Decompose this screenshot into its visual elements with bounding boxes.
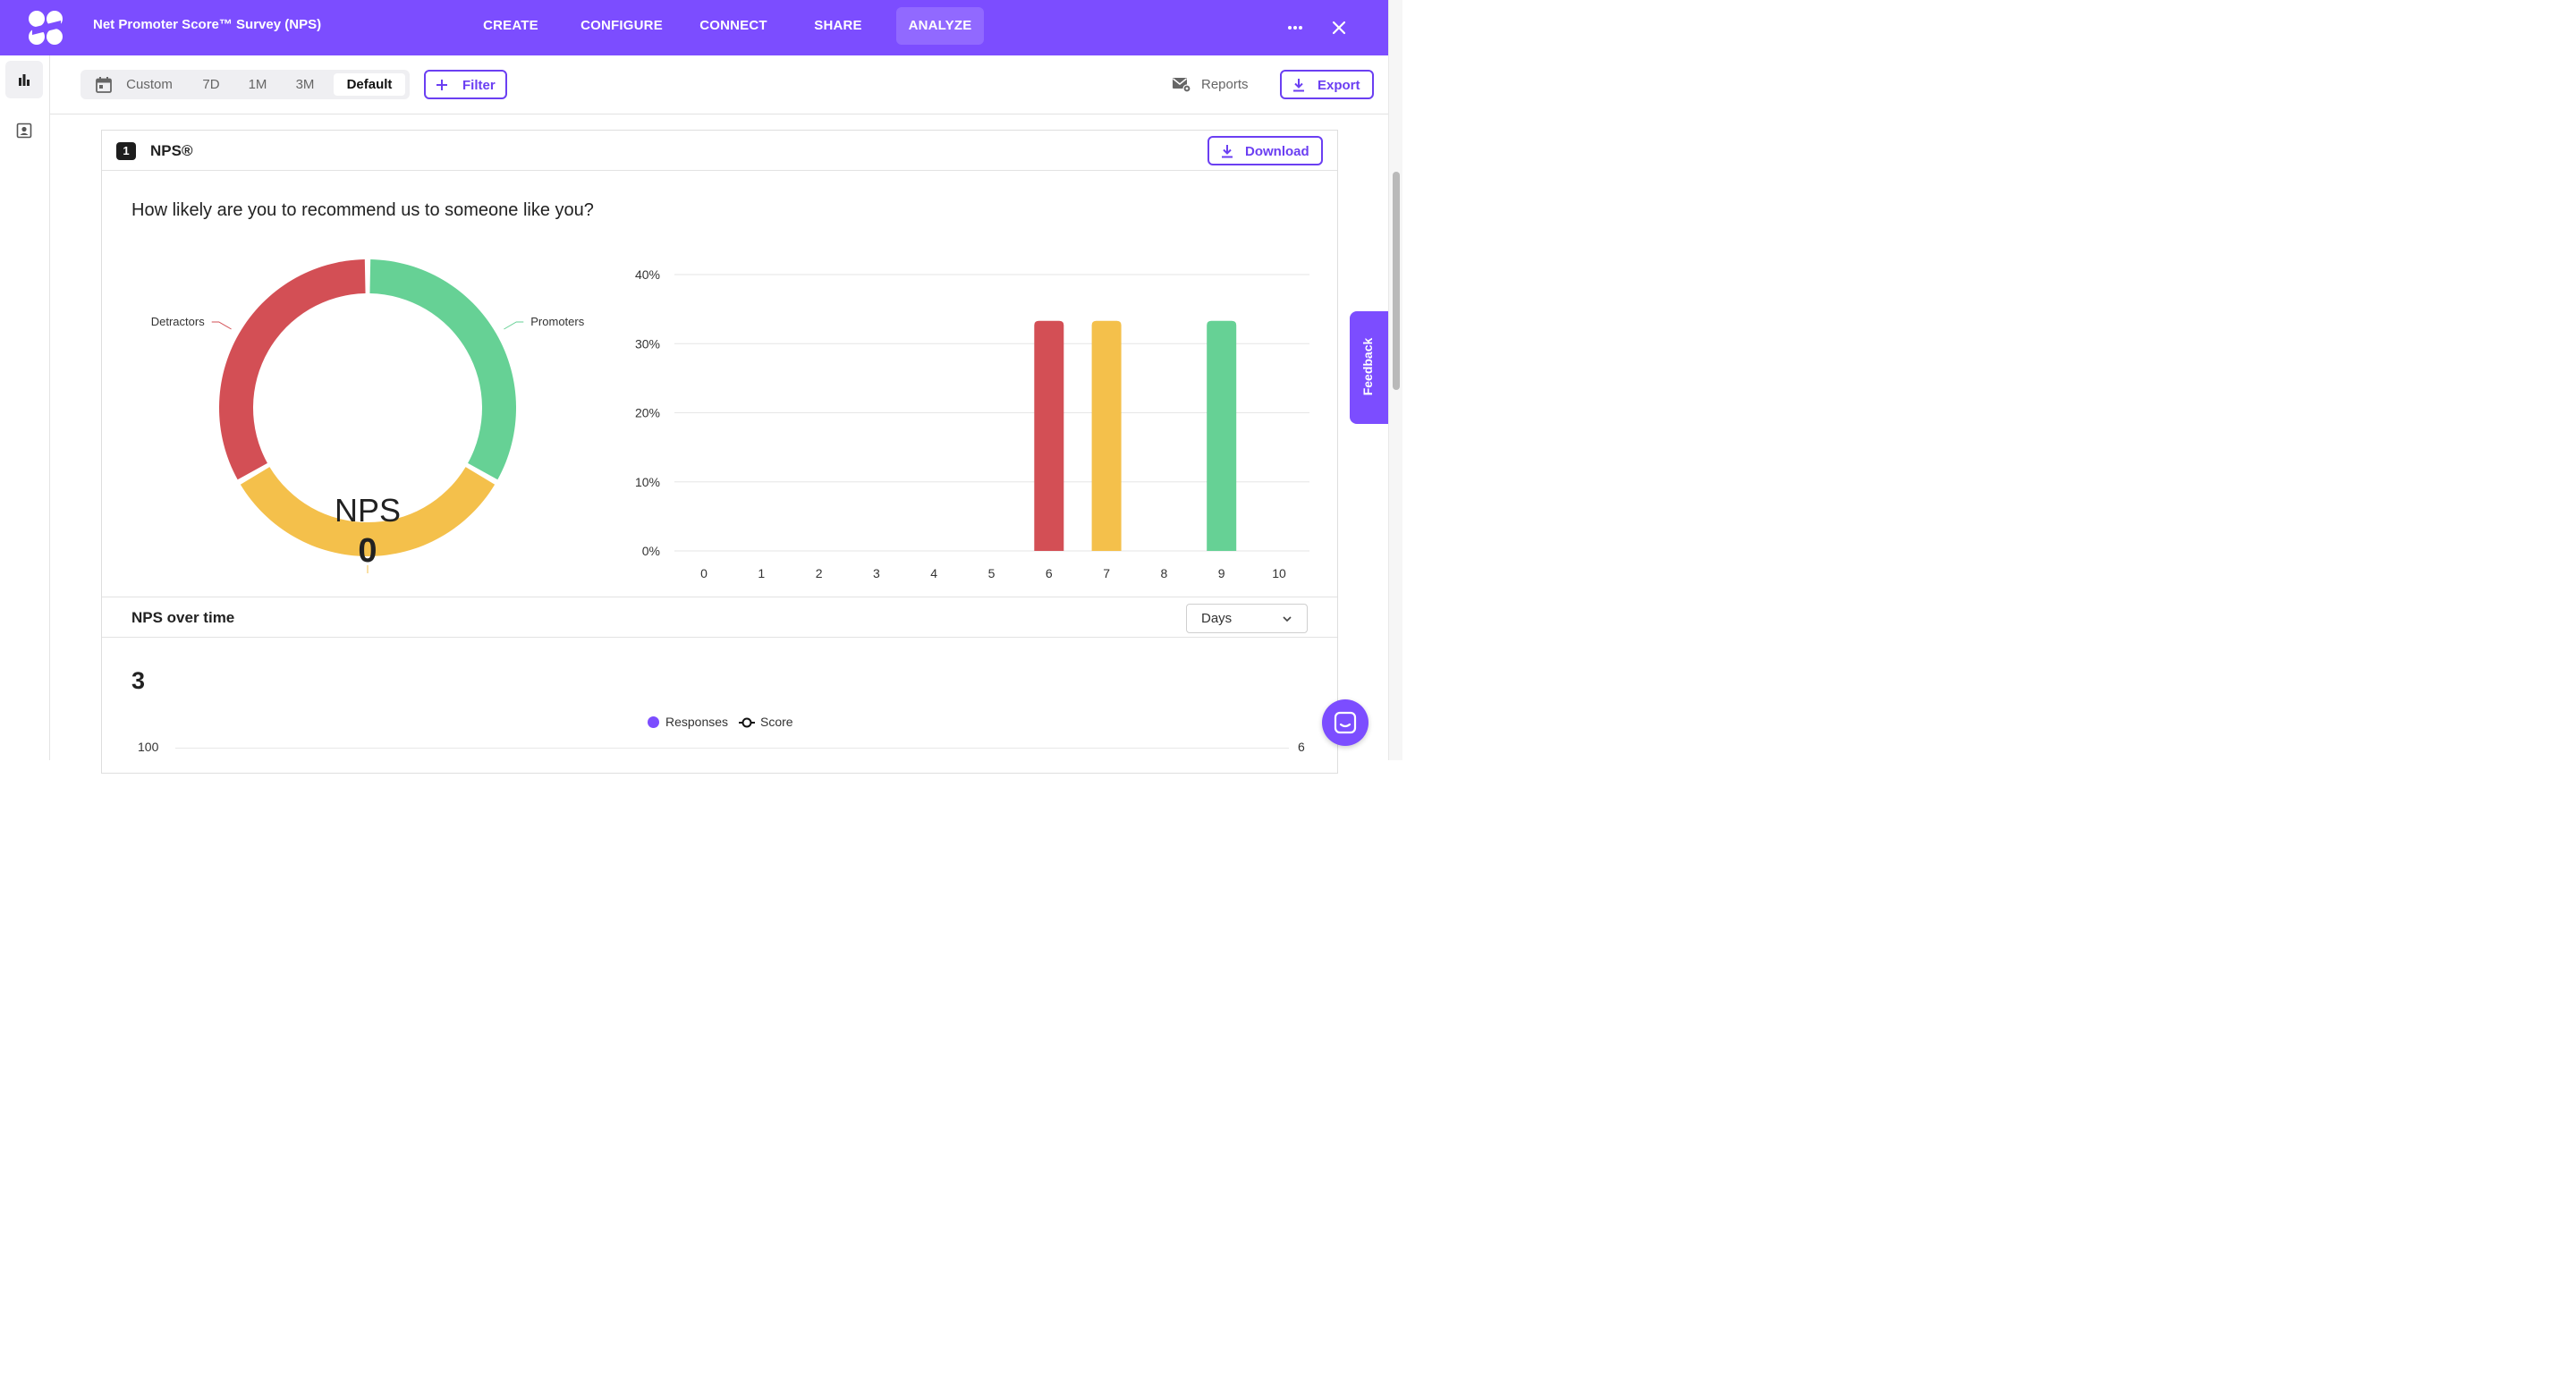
download-icon	[1293, 79, 1304, 92]
bar-x-tick-label: 10	[1272, 566, 1286, 578]
donut-leader-passives	[367, 565, 369, 573]
top-bar: Net Promoter Score™ Survey (NPS) CREATE …	[0, 0, 1388, 55]
page-scrollbar[interactable]	[1388, 0, 1402, 760]
legend-score-label[interactable]: Score	[760, 715, 793, 729]
bar-x-tick-label: 7	[1103, 566, 1110, 578]
chat-icon	[1334, 711, 1357, 734]
rail-contacts-button[interactable]	[5, 112, 43, 149]
close-icon[interactable]	[1327, 16, 1351, 39]
calendar-icon[interactable]	[95, 76, 113, 94]
donut-leader-promoters	[504, 321, 524, 330]
nav-share[interactable]: SHARE	[814, 18, 862, 33]
bar-y-tick-label: 20%	[635, 406, 660, 420]
legend-responses-swatch	[648, 716, 659, 728]
nav-connect[interactable]: CONNECT	[699, 18, 767, 33]
bar-y-tick-label: 0%	[642, 544, 660, 558]
nav-create[interactable]: CREATE	[483, 18, 538, 33]
nps-over-time-header: NPS over time Days	[102, 597, 1337, 638]
scrollbar-thumb[interactable]	[1393, 172, 1400, 390]
bar-x-tick-label: 2	[816, 566, 823, 578]
card-title: NPS®	[150, 142, 193, 159]
donut-label-promoters: Promoters	[530, 315, 584, 328]
donut-label-passives: Passives	[382, 572, 429, 573]
legend-score-swatch	[739, 717, 755, 728]
feedback-label: Feedback	[1360, 337, 1375, 396]
bar-x-tick-label: 3	[873, 566, 880, 578]
filter-button[interactable]: Filter	[424, 70, 507, 99]
bar-x-tick-label: 5	[988, 566, 996, 578]
donut-label-detractors: Detractors	[151, 315, 205, 328]
over-time-gridline	[175, 748, 1289, 749]
export-button[interactable]: Export	[1280, 70, 1374, 99]
range-custom[interactable]: Custom	[126, 77, 173, 92]
nps-center-value: 0	[358, 532, 377, 570]
question-text: How likely are you to recommend us to so…	[131, 200, 594, 220]
left-axis-top-tick: 100	[138, 740, 159, 754]
interval-select[interactable]: Days	[1186, 604, 1308, 633]
nps-over-time-title: NPS over time	[131, 609, 235, 626]
nps-donut-chart: Promoters Passives Detractors NPS 0	[151, 259, 585, 573]
download-label: Download	[1245, 144, 1309, 159]
more-horizontal-icon[interactable]	[1284, 16, 1307, 39]
donut-leader-detractors	[211, 321, 232, 330]
right-axis-top-tick: 6	[1298, 740, 1305, 754]
chevron-down-icon	[1283, 616, 1292, 622]
interval-value: Days	[1201, 611, 1233, 626]
nav-analyze[interactable]: ANALYZE	[896, 7, 984, 45]
bar-y-tick-label: 10%	[635, 475, 660, 489]
question-number-badge: 1	[116, 142, 136, 160]
bar-chart-icon	[19, 74, 30, 86]
bar-y-tick-label: 30%	[635, 336, 660, 351]
survey-title: Net Promoter Score™ Survey (NPS)	[93, 17, 322, 32]
range-3m[interactable]: 3M	[295, 77, 315, 92]
bar-score-6[interactable]	[1034, 320, 1064, 551]
nav-configure[interactable]: CONFIGURE	[580, 18, 663, 33]
card-header: 1 NPS® Download	[102, 131, 1337, 171]
total-responses-count: 3	[131, 667, 146, 694]
toolbar: Custom 7D 1M 3M Default Filter Reports E…	[50, 55, 1388, 114]
filter-label: Filter	[462, 78, 496, 93]
download-icon	[1222, 145, 1233, 158]
donut-segment-passives[interactable]	[240, 467, 496, 556]
bar-score-7[interactable]	[1091, 320, 1122, 551]
feedback-tab[interactable]: Feedback	[1350, 311, 1388, 424]
nps-question-card: 1 NPS® Download How likely are you to re…	[101, 130, 1338, 774]
bar-score-9[interactable]	[1207, 320, 1237, 551]
bar-x-tick-label: 9	[1218, 566, 1225, 578]
bar-x-tick-label: 8	[1161, 566, 1168, 578]
donut-segment-promoters[interactable]	[369, 259, 516, 480]
bar-x-tick-label: 4	[930, 566, 937, 578]
bar-x-tick-label: 0	[700, 566, 708, 578]
bar-x-tick-label: 6	[1046, 566, 1053, 578]
rail-analytics-button[interactable]	[5, 61, 43, 98]
score-distribution-bar-chart: 0% 10% 20% 30% 40% 0 1 2 3 4 5 6 7 8 9 10	[635, 267, 1309, 578]
date-range-group: Custom 7D 1M 3M Default	[80, 70, 410, 99]
range-7d[interactable]: 7D	[202, 77, 220, 92]
donut-segment-detractors[interactable]	[219, 259, 366, 480]
plus-icon	[436, 80, 447, 90]
range-default[interactable]: Default	[334, 73, 405, 96]
mail-settings-icon	[1173, 78, 1191, 93]
bar-y-tick-label: 40%	[635, 267, 660, 282]
bar-x-tick-label: 1	[758, 566, 765, 578]
reports-label: Reports	[1201, 77, 1249, 92]
legend-responses-label[interactable]: Responses	[665, 715, 729, 729]
app-logo[interactable]	[27, 9, 66, 47]
download-button[interactable]: Download	[1208, 136, 1323, 165]
left-rail	[0, 55, 50, 760]
nps-center-label: NPS	[335, 492, 401, 529]
range-1m[interactable]: 1M	[248, 77, 267, 92]
chat-launcher-button[interactable]	[1322, 699, 1368, 746]
export-label: Export	[1318, 78, 1360, 93]
contact-card-icon	[16, 123, 32, 139]
